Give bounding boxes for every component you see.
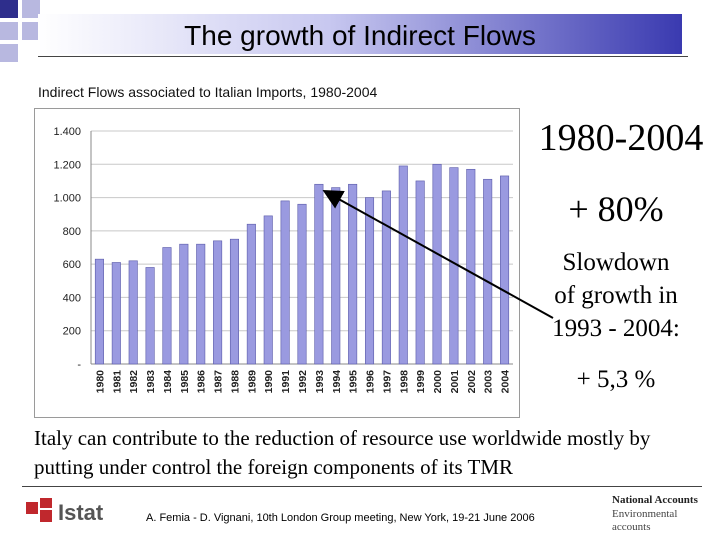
title-divider xyxy=(38,56,688,57)
bar xyxy=(483,178,493,365)
bar xyxy=(213,240,223,365)
bar xyxy=(179,243,189,365)
chart-frame: - 200 400 600 800 1.000 1.200 1.400 1980 1981 1982… xyxy=(34,108,520,418)
side-note: Slowdown of growth in 1993 - 2004: xyxy=(536,246,696,345)
bar xyxy=(297,203,307,365)
x-tick-label: 2004 xyxy=(500,370,512,394)
bar xyxy=(381,190,391,365)
bar xyxy=(229,238,239,365)
istat-logo: Istat xyxy=(26,498,104,525)
bar xyxy=(162,247,172,365)
bar xyxy=(128,260,138,365)
bar xyxy=(331,187,341,365)
x-tick-label: 1989 xyxy=(246,370,258,394)
square-light xyxy=(0,44,18,62)
y-tick-label: 1.400 xyxy=(53,126,81,138)
square-dark xyxy=(0,0,18,18)
footer-divider xyxy=(22,486,702,487)
title-bar: The growth of Indirect Flows xyxy=(38,14,682,54)
bar xyxy=(94,258,104,365)
side-note-value: + 5,3 % xyxy=(576,366,656,393)
x-tick-label: 1993 xyxy=(314,370,326,394)
bar xyxy=(348,183,358,365)
x-tick-label: 1999 xyxy=(415,370,427,394)
y-tick-label: 200 xyxy=(63,326,81,338)
y-tick-label: - xyxy=(77,359,81,371)
y-tick-label: 1.200 xyxy=(53,159,81,171)
x-tick-label: 1991 xyxy=(280,370,292,394)
bar xyxy=(398,165,408,365)
side-note-line: Slowdown xyxy=(562,249,670,276)
x-tick-label: 1981 xyxy=(111,370,123,394)
chart-title: Indirect Flows associated to Italian Imp… xyxy=(38,84,378,100)
x-tick-label: 1996 xyxy=(365,370,377,394)
bar xyxy=(449,167,459,365)
decorative-squares xyxy=(0,0,40,62)
x-tick-label: 1983 xyxy=(145,370,157,394)
bar xyxy=(246,223,256,365)
x-tick-label: 2001 xyxy=(449,370,461,394)
x-tick-label: 1980 xyxy=(94,370,106,394)
x-tick-label: 1994 xyxy=(331,370,343,394)
brand-line-1: National Accounts xyxy=(612,494,698,506)
x-tick-label: 1998 xyxy=(398,370,410,394)
x-tick-label: 1992 xyxy=(297,370,309,394)
x-tick-label: 1986 xyxy=(196,370,208,394)
x-tick-label: 1985 xyxy=(179,370,191,394)
footer-citation: A. Femia - D. Vignani, 10th London Group… xyxy=(146,512,535,524)
x-tick-label: 1990 xyxy=(263,370,275,394)
x-tick-label: 2002 xyxy=(466,370,478,394)
side-note-line: 1993 - 2004: xyxy=(552,315,680,342)
x-tick-label: 1984 xyxy=(162,370,174,394)
square-light xyxy=(22,0,40,18)
bar-chart: - 200 400 600 800 1.000 1.200 1.400 1980 1981 1982… xyxy=(53,126,513,394)
bar xyxy=(415,180,425,365)
y-tick-label: 400 xyxy=(63,292,81,304)
bar xyxy=(432,163,442,365)
bar xyxy=(364,197,375,365)
bar xyxy=(500,175,510,365)
side-period: 1980-2004 xyxy=(538,117,704,159)
bar xyxy=(263,215,273,365)
bar xyxy=(314,183,324,365)
side-growth: + 80% xyxy=(568,189,664,229)
side-note-line: of growth in xyxy=(554,282,678,309)
bar xyxy=(466,168,476,365)
x-tick-label: 2000 xyxy=(432,370,444,394)
bar xyxy=(111,262,121,365)
y-tick-label: 1.000 xyxy=(53,193,81,205)
x-tick-label: 2003 xyxy=(483,370,495,394)
square-light xyxy=(0,22,18,40)
bar xyxy=(145,267,155,365)
logo-text: Istat xyxy=(58,500,104,525)
x-tick-label: 1982 xyxy=(128,370,140,394)
bar xyxy=(196,243,206,365)
y-tick-label: 600 xyxy=(63,259,81,271)
x-tick-label: 1995 xyxy=(348,370,360,394)
y-tick-label: 800 xyxy=(63,226,81,238)
x-tick-label: 1997 xyxy=(381,370,393,394)
body-text: Italy can contribute to the reduction of… xyxy=(34,426,651,479)
brand-line-2: Environmental accounts xyxy=(612,508,678,533)
x-tick-label: 1987 xyxy=(213,370,225,394)
x-tick-label: 1988 xyxy=(229,370,241,394)
bar xyxy=(280,200,290,365)
slide-title: The growth of Indirect Flows xyxy=(184,20,536,51)
square-light xyxy=(22,22,40,40)
